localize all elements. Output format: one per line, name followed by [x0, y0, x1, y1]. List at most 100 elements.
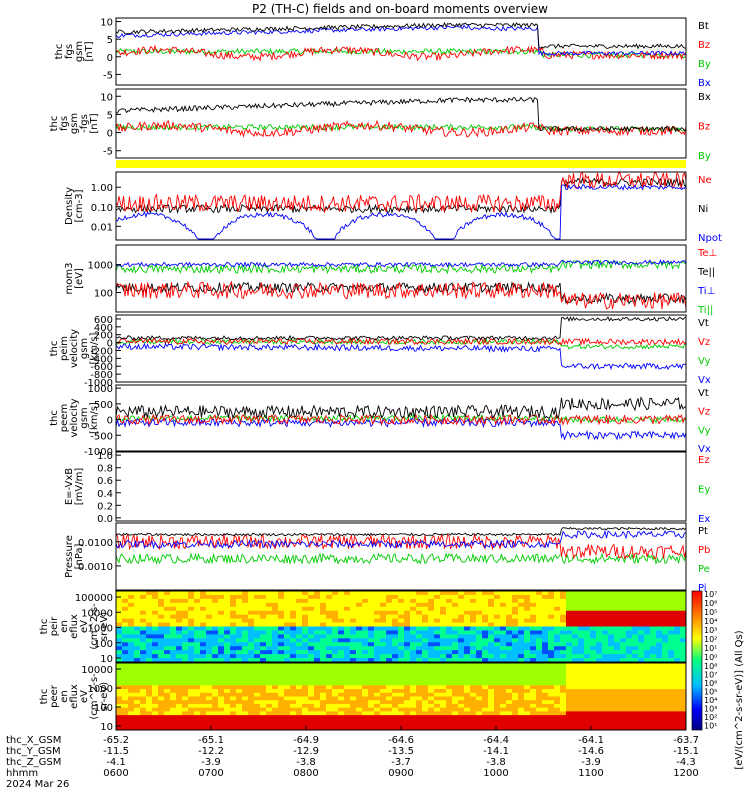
panel-peim-vel-traces — [116, 315, 686, 371]
colorbar-tick: 10⁸ — [704, 662, 717, 671]
legend-entry: Ne — [698, 175, 712, 186]
y-axis-label: Density[cm-3] — [64, 187, 85, 225]
panel-density: 1.00 0.10 0.01 Density[cm-3] Ne Ni Npot — [64, 171, 722, 244]
y-tick-label: -5 — [103, 70, 113, 81]
y-tick-label: 1.00 — [91, 183, 113, 194]
x-tick-label: 1200 — [673, 768, 698, 779]
legend-entry: Bx — [698, 78, 711, 89]
legend-entry: Vz — [698, 407, 710, 418]
series-line-peem-vel-0 — [116, 413, 686, 424]
legend-entry: Vz — [698, 337, 710, 348]
colorbar: 10⁷10⁶10⁵10⁴10³10²10¹10⁰10⁸10⁷10⁶10⁵10⁴1… — [691, 590, 745, 770]
colorbar-tick: 10⁰ — [704, 653, 717, 662]
date-label: 2024 Mar 26 — [6, 779, 69, 790]
y-tick-label: -400 — [90, 354, 113, 365]
series-line-temp-2 — [116, 259, 686, 275]
y-tick-label: 10 — [100, 654, 113, 665]
y-tick-label: 1000 — [88, 261, 113, 272]
plot-title: P2 (TH-C) fields and on-board moments ov… — [252, 2, 548, 16]
legend-entry: Ni — [698, 204, 708, 215]
panel-frame — [115, 384, 687, 452]
x-tick-label: -63.7 — [673, 735, 699, 746]
y-tick-label: -200 — [90, 346, 113, 357]
y-tick-label: 0 — [107, 416, 113, 427]
x-tick-label: -11.5 — [103, 746, 129, 757]
x-tick-label: 1100 — [578, 768, 603, 779]
flag-bar — [116, 160, 686, 168]
y-tick-label: -1000 — [84, 447, 113, 458]
panel-frame — [115, 522, 687, 591]
panel-temp-traces — [116, 259, 686, 310]
x-tick-label: -14.6 — [578, 746, 604, 757]
panel-frame — [115, 590, 687, 663]
legend-entry: Vx — [698, 375, 711, 386]
x-tick-label: -12.2 — [198, 746, 224, 757]
y-tick-label: 400 — [94, 323, 113, 334]
series-line-density-2 — [116, 183, 686, 240]
y-tick-label: 1.0 — [97, 451, 113, 462]
y-tick-label: 500 — [94, 400, 113, 411]
y-tick-label: 0.0010 — [78, 562, 113, 573]
colorbar-tick: 10² — [704, 635, 717, 644]
y-axis-label: thcpeirenefluxeV(cm^2-s-sr-eV) — [39, 603, 110, 650]
legend-entry: Bz — [698, 122, 710, 133]
x-tick-label: -3.7 — [391, 757, 411, 768]
y-axis-label: thcpeerenefluxeV(cm^2-s-sr-eV) — [39, 673, 110, 720]
x-tick-label: -3.9 — [581, 757, 601, 768]
colorbar-tick: 10¹ — [704, 722, 717, 731]
colorbar-tick: 10⁷ — [704, 590, 717, 599]
legend-entry: Pb — [698, 545, 710, 556]
legend-entry: Npot — [698, 233, 722, 244]
y-tick-label: 1000 — [88, 684, 113, 695]
y-tick-label: -600 — [90, 362, 113, 373]
legend-entry: Ez — [698, 455, 710, 466]
series-line-peem-vel-3 — [116, 396, 686, 420]
panel-frame — [115, 244, 687, 313]
y-tick-label: -500 — [90, 431, 113, 442]
series-line-pressure-2 — [116, 529, 686, 550]
series-line-fgs-dsl-2 — [116, 96, 686, 133]
y-tick-label: 100 — [94, 639, 113, 650]
y-tick-label: 10000 — [81, 665, 113, 676]
series-line-peem-vel-2 — [116, 413, 686, 426]
series-line-fgs-2 — [116, 23, 686, 57]
y-tick-label: 200 — [94, 331, 113, 342]
panel-peem-vel: 1000 500 0 -500 -1000 thcpeemvelocitygsm[km/s… — [49, 384, 711, 458]
y-tick-label: 0.01 — [91, 222, 113, 233]
series-line-temp-1 — [116, 280, 686, 310]
panel-fgs-traces — [116, 21, 686, 62]
y-tick-label: -1000 — [84, 378, 113, 389]
x-tick-label: 0700 — [198, 768, 223, 779]
colorbar-tick: 10⁷ — [704, 671, 717, 680]
colorbar-tick: 10⁴ — [704, 617, 717, 626]
panel-frame — [115, 17, 687, 86]
panel-pressure-traces — [116, 526, 686, 566]
y-tick-label: 0.4 — [97, 489, 113, 500]
x-row-label: thc_X_GSM — [6, 735, 61, 746]
y-axis-label: thcpeimvelocitygsm[km/s] — [49, 329, 100, 368]
y-tick-label: 100 — [94, 288, 113, 299]
colorbar-tick: 10⁵ — [704, 608, 717, 617]
y-axis-label: E=-VxB[mV/m] — [64, 468, 85, 506]
legend-entry: Pe — [698, 564, 710, 575]
series-line-peim-vel-0 — [116, 338, 686, 350]
y-tick-label: 0.8 — [97, 464, 113, 475]
colorbar-tick: 10² — [704, 713, 717, 722]
x-tick-label: -14.1 — [483, 746, 509, 757]
x-tick-label: -64.6 — [388, 735, 414, 746]
legend-entry: Vy — [698, 356, 711, 367]
peir-spectrogram — [116, 591, 687, 663]
peer-spectrogram — [116, 663, 687, 731]
x-tick-label: -3.8 — [296, 757, 316, 768]
series-line-peem-vel-1 — [116, 417, 686, 441]
series-line-fgs-dsl-1 — [116, 119, 686, 138]
colorbar-tick: 10³ — [704, 626, 717, 635]
legend-entry: Pi — [698, 583, 707, 594]
y-tick-label: 0 — [107, 53, 113, 64]
x-tick-label: -13.5 — [388, 746, 414, 757]
x-tick-label: -4.3 — [676, 757, 696, 768]
x-tick-label: -64.1 — [578, 735, 604, 746]
panel-efield: 1.0 0.80.6 0.40.2 0.0 E=-VxB[mV/m] Ez Ey Ex — [64, 451, 710, 525]
